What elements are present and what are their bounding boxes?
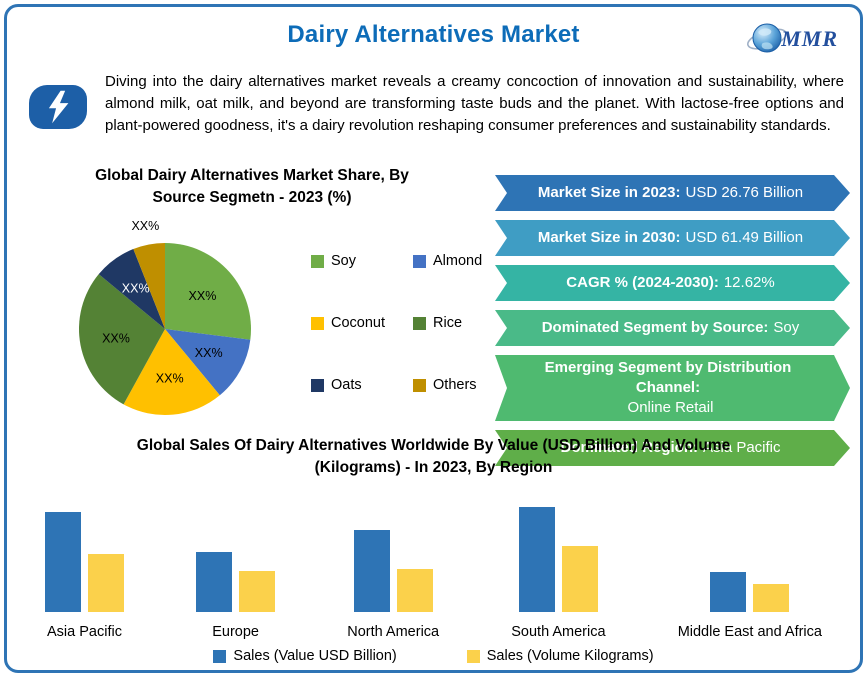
banner-value: Online Retail	[627, 399, 714, 416]
infographic-frame: Dairy Alternatives Market MMR Diving int…	[4, 4, 863, 673]
bar-sales-value-usd-billion--europe	[196, 552, 233, 612]
legend-swatch	[311, 254, 324, 268]
lightning-icon	[48, 90, 69, 124]
legend-swatch	[311, 378, 324, 392]
bar-sales-volume-kilograms--north-america	[396, 569, 433, 612]
bar-category-label: South America	[511, 624, 606, 640]
pie-data-label-almond: XX%	[195, 346, 223, 360]
banner-value: USD 26.76 Billion	[685, 184, 804, 201]
banner-cagr: CAGR % (2024-2030): 12.62%	[495, 265, 850, 301]
bar-group-south-america: South America	[511, 495, 606, 640]
pie-slice-oats	[98, 249, 165, 329]
pie-legend-item-others: Others	[413, 377, 482, 393]
bar-legend: Sales (Value USD Billion) Sales (Volume K…	[19, 648, 848, 664]
bar-category-label: Europe	[212, 624, 259, 640]
legend-label: Coconut	[331, 315, 386, 331]
banner-label: CAGR % (2024-2030):	[566, 274, 719, 291]
legend-swatch	[213, 649, 227, 663]
key-metrics: Market Size in 2023: USD 26.76 Billion M…	[487, 159, 850, 466]
banner-value: Asia Pacific	[702, 439, 781, 456]
bar-sales-volume-kilograms--south-america	[561, 546, 598, 612]
logo-text: MMR	[781, 26, 838, 51]
legend-swatch	[413, 316, 427, 330]
banner-dominated-segment: Dominated Segment by Source: Soy	[495, 310, 850, 346]
bar-group-asia-pacific: Asia Pacific	[45, 495, 124, 640]
legend-label: Rice	[433, 315, 463, 331]
legend-swatch	[466, 649, 480, 663]
bar-sales-volume-kilograms--europe	[239, 571, 276, 612]
bar-category-label: Middle East and Africa	[677, 624, 822, 640]
bar-chart-title: Global Sales Of Dairy Alternatives World…	[136, 437, 731, 476]
pie-chart-title: Global Dairy Alternatives Market Share, …	[95, 167, 409, 206]
bar-chart: Asia Pacific Europe North America South Ame…	[19, 495, 848, 640]
bar-group-europe: Europe	[196, 495, 276, 640]
pie-legend: Soy Almond Coconut Rice Oats Others	[311, 253, 482, 393]
legend-swatch	[413, 378, 427, 392]
pie-data-label-soy: XX%	[189, 289, 217, 303]
legend-label: Oats	[331, 377, 362, 393]
banner-dominated-region: Dominated Region: Asia Pacific	[495, 430, 850, 466]
globe-icon	[747, 23, 788, 53]
pie-legend-item-almond: Almond	[413, 253, 482, 269]
banner-market-size-2030: Market Size in 2030: USD 61.49 Billion	[495, 220, 850, 256]
pie-slice-coconut	[123, 329, 220, 415]
banner-market-size-2023: Market Size in 2023: USD 26.76 Billion	[495, 175, 850, 211]
bar-group-north-america: North America	[347, 495, 439, 640]
bar-sales-value-usd-billion--middle-east-and-africa	[710, 572, 747, 612]
bar-group-middle-east-and-africa: Middle East and Africa	[678, 495, 822, 640]
banner-value: 12.62%	[723, 274, 775, 291]
banner-label: Market Size in 2030:	[537, 229, 681, 246]
pie-slice-others	[133, 243, 165, 329]
bar-sales-value-usd-billion--north-america	[353, 530, 390, 612]
bar-legend-item-sales-volume-kilograms-: Sales (Volume Kilograms)	[466, 648, 654, 664]
legend-label: Soy	[331, 253, 356, 269]
pie-legend-item-oats: Oats	[311, 377, 385, 393]
bar-sales-value-usd-billion--asia-pacific	[45, 512, 81, 612]
banner-value: USD 61.49 Billion	[685, 229, 804, 246]
pie-data-label-others: XX%	[131, 219, 159, 233]
banner-label: Dominated Segment by Source:	[541, 319, 769, 336]
banner-value: Soy	[773, 319, 800, 336]
intro-text: Diving into the dairy alternatives marke…	[105, 73, 844, 134]
banner-label: Dominated Region:	[560, 439, 698, 456]
lightning-badge	[29, 85, 87, 129]
mmr-logo: MMR	[745, 17, 838, 61]
legend-label: Almond	[433, 253, 483, 269]
pie-chart: XX% XX% XX% XX% XX% XX%	[78, 219, 252, 415]
pie-legend-item-coconut: Coconut	[311, 315, 385, 331]
legend-swatch	[311, 316, 324, 330]
bar-chart-section: Global Sales Of Dairy Alternatives World…	[19, 435, 848, 664]
pie-legend-item-rice: Rice	[413, 315, 482, 331]
pie-slice-almond	[165, 329, 251, 396]
legend-swatch	[413, 254, 427, 268]
pie-section: Global Dairy Alternatives Market Share, …	[17, 159, 487, 466]
pie-data-label-rice: XX%	[102, 331, 130, 345]
pie-legend-item-soy: Soy	[311, 253, 385, 269]
pie-slice-soy	[165, 243, 252, 340]
banner-label: Market Size in 2023:	[537, 184, 681, 201]
bar-sales-volume-kilograms--middle-east-and-africa	[753, 584, 790, 612]
bar-sales-value-usd-billion--south-america	[518, 507, 555, 612]
legend-label: Sales (Value USD Billion)	[233, 648, 397, 664]
bar-category-label: Asia Pacific	[47, 624, 122, 640]
legend-label: Sales (Volume Kilograms)	[486, 648, 654, 664]
pie-data-label-oats: XX%	[122, 282, 150, 296]
bar-legend-item-sales-value-usd-billion-: Sales (Value USD Billion)	[213, 648, 397, 664]
bar-sales-volume-kilograms--asia-pacific	[88, 554, 124, 612]
banner-label: Emerging Segment by Distribution Channel…	[544, 359, 792, 396]
page-title: Dairy Alternatives Market	[287, 21, 580, 48]
bar-category-label: North America	[347, 624, 440, 640]
banner-emerging-segment: Emerging Segment by Distribution Channel…	[495, 355, 850, 421]
legend-label: Others	[433, 377, 477, 393]
pie-slice-rice	[78, 274, 165, 405]
pie-data-label-coconut: XX%	[156, 372, 184, 386]
